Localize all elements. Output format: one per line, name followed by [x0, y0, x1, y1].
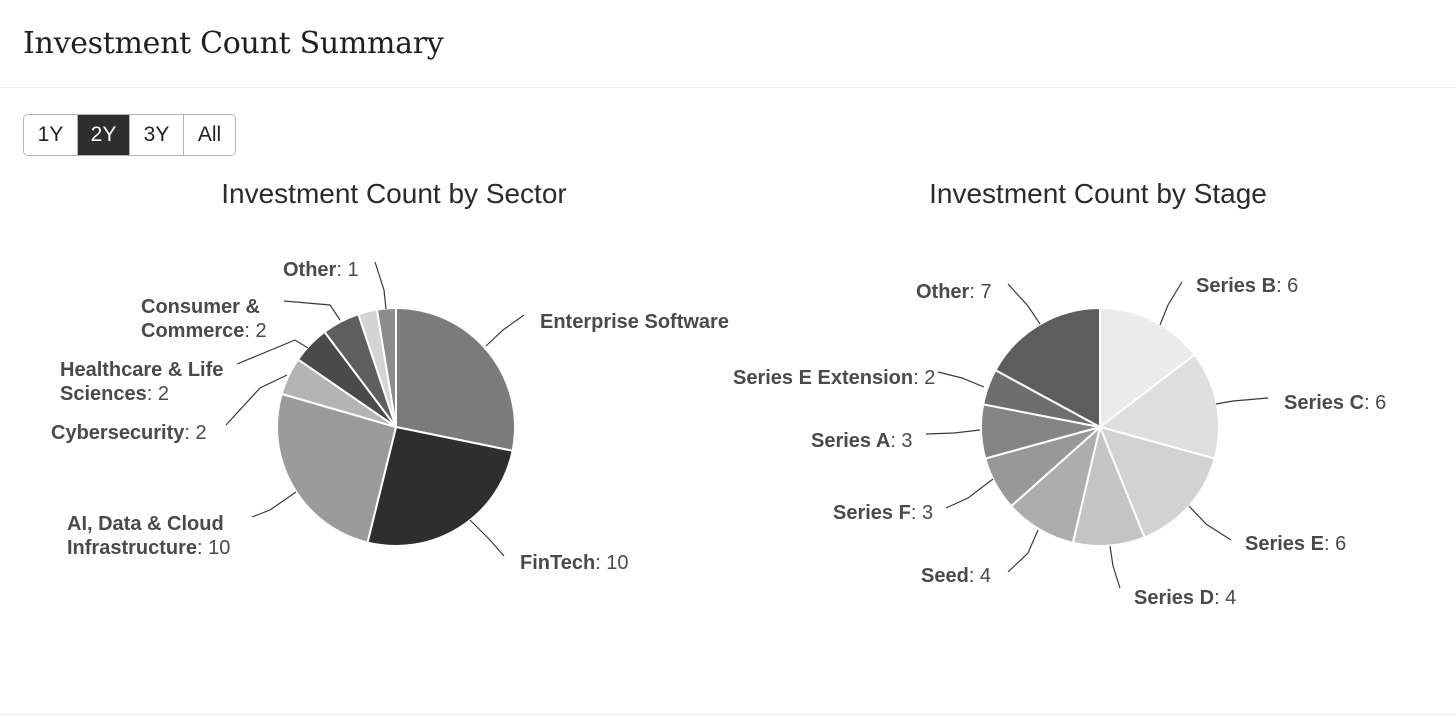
stage-pie-chart: Investment Count by Stage Series B: 6 Seri… [733, 178, 1386, 609]
pie-slice-series-e[interactable] [1098, 425, 1216, 539]
slice-label-series-a: Series A: 3 [811, 430, 913, 452]
slice-label-healthcare-life-sciences: Healthcare & Life Sciences: 2 [60, 359, 223, 405]
slice-label-series-e-extension: Series E Extension: 2 [733, 367, 935, 389]
leader-line-other [1007, 283, 1041, 325]
leader-line-cybersecurity [225, 374, 288, 426]
chart-title: Investment Count by Sector [221, 178, 567, 209]
slice-label-other: Other: 7 [916, 281, 992, 303]
leader-line-series-c [1215, 397, 1269, 405]
sector-pie-chart: Investment Count by Sector Enterprise Sof… [51, 178, 729, 574]
slice-label-fintech: FinTech: 10 [520, 552, 629, 574]
pie-slice-series-b[interactable] [1099, 306, 1197, 430]
range-1y-button[interactable]: 1Y [24, 115, 78, 155]
slice-label-consumer-commerce: Consumer & Commerce: 2 [141, 296, 267, 342]
leader-line-series-e-extension [937, 371, 985, 388]
leader-line-series-b [1159, 281, 1183, 326]
leader-line-consumer-commerce [283, 300, 341, 321]
leader-line-fintech [469, 519, 505, 557]
range-3y-button[interactable]: 3Y [130, 115, 184, 155]
range-2y-button[interactable]: 2Y [78, 115, 130, 155]
range-all-button[interactable]: All [184, 115, 235, 155]
leader-line-series-f [945, 478, 994, 509]
slice-label-series-b: Series B: 6 [1196, 275, 1298, 297]
leader-line-series-e [1188, 505, 1232, 541]
page-title: Investment Count Summary [23, 26, 444, 61]
slice-label-seed: Seed: 4 [921, 565, 991, 587]
pie-slice-series-d[interactable] [1071, 423, 1146, 547]
leader-line-healthcare-life-sciences [236, 339, 309, 365]
chart-title: Investment Count by Stage [929, 178, 1267, 209]
leader-line-enterprise-software [485, 314, 525, 347]
bottom-divider [0, 714, 1456, 715]
pie-slices [980, 306, 1220, 547]
slice-label-series-d: Series D: 4 [1134, 587, 1236, 609]
pie-slice-enterprise-software[interactable] [395, 306, 516, 452]
slice-label-ai-data-cloud-infrastructure: AI, Data & Cloud Infrastructure: 10 [67, 513, 230, 559]
slice-label-series-c: Series C: 6 [1284, 392, 1386, 414]
slice-label-other: Other: 1 [283, 259, 359, 281]
slice-label-series-f: Series F: 3 [833, 502, 933, 524]
pie-slice-other[interactable] [994, 306, 1101, 429]
leader-line-seed [1007, 529, 1039, 573]
time-range-selector: 1Y 2Y 3Y All [23, 114, 236, 156]
leader-line-other [374, 261, 387, 310]
pie-slice-seed[interactable] [1009, 424, 1102, 545]
slice-label-series-e: Series E: 6 [1245, 533, 1346, 555]
pie-slice-fintech[interactable] [366, 425, 514, 547]
pie-slice-ai-data-cloud-infrastructure[interactable] [276, 392, 398, 544]
slice-label-enterprise-software: Enterprise Software [540, 311, 729, 333]
slice-label-cybersecurity: Cybersecurity: 2 [51, 422, 207, 444]
page-header: Investment Count Summary [0, 0, 1456, 88]
leader-line-ai-data-cloud-infrastructure [251, 491, 297, 518]
leader-line-series-d [1109, 545, 1121, 589]
leader-line-series-a [925, 429, 981, 435]
pie-slices [276, 306, 516, 547]
